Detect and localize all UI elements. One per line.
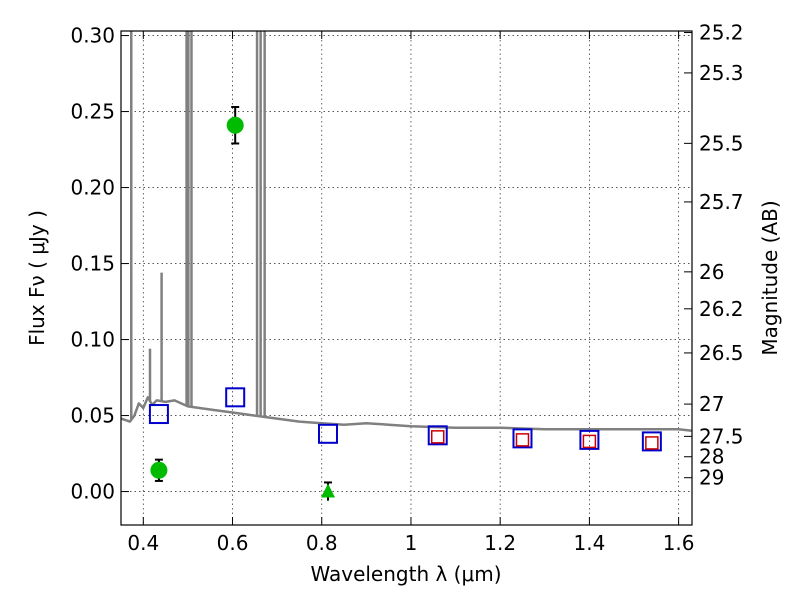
x-tick-label: 1 (405, 531, 418, 555)
y2-tick-label: 25.2 (699, 21, 744, 45)
x-tick-label: 1.2 (484, 531, 516, 555)
y-tick-label: 0.20 (70, 176, 115, 200)
axes: 0.4 0.6 0.8 1 1.2 1.4 1.6 0.00 0.05 0.10 0.15 0.20 0… (70, 21, 743, 555)
x-tick-label: 1.6 (663, 531, 695, 555)
model-photometry-marker (512, 428, 533, 449)
y2-tick-label: 25.5 (699, 131, 744, 155)
plot-frame (120, 30, 693, 526)
y2-axis-label: Magnitude (AB) (758, 200, 782, 355)
x-tick-label: 0.4 (127, 531, 159, 555)
upper-limit-marker (320, 483, 335, 498)
model-photometry-marker (225, 387, 246, 408)
grid (121, 31, 692, 525)
x-tick-label: 0.6 (217, 531, 249, 555)
model-photometry-marker (148, 404, 169, 425)
observed-photometry-marker (582, 434, 597, 449)
model-photometry-marker (427, 425, 448, 446)
y2-tick-label: 27.5 (699, 424, 744, 448)
y-tick-label: 0.10 (70, 328, 115, 352)
y-tick-label: 0.00 (70, 480, 115, 504)
detection-marker (150, 461, 168, 479)
y2-tick-label: 25.7 (699, 190, 744, 214)
model-photometry-marker (317, 423, 338, 444)
observed-photometry-marker (645, 436, 659, 450)
y2-tick-label: 27 (699, 392, 724, 416)
x-tick-label: 0.8 (306, 531, 338, 555)
plot-area (121, 31, 692, 501)
model-photometry-marker (579, 429, 600, 450)
y2-tick-label: 26 (699, 260, 724, 284)
y2-tick-label: 29 (699, 466, 724, 490)
y-tick-label: 0.05 (70, 404, 115, 428)
y2-tick-label: 25.3 (699, 61, 744, 85)
y-tick-label: 0.30 (70, 24, 115, 48)
y2-tick-label: 28 (699, 445, 724, 469)
y2-tick-label: 26.2 (699, 297, 744, 321)
y2-tick-label: 26.5 (699, 341, 744, 365)
x-tick-label: 1.4 (573, 531, 605, 555)
observed-photometry-marker (515, 433, 530, 447)
y-axis-label: Flux Fν ( μJy ) (25, 210, 49, 346)
y-tick-label: 0.15 (70, 252, 115, 276)
x-axis-label: Wavelength λ (μm) (310, 562, 501, 586)
model-photometry-marker (641, 431, 662, 452)
detection-marker (226, 116, 244, 134)
observed-photometry-marker (430, 430, 445, 444)
y-tick-label: 0.25 (70, 100, 115, 124)
